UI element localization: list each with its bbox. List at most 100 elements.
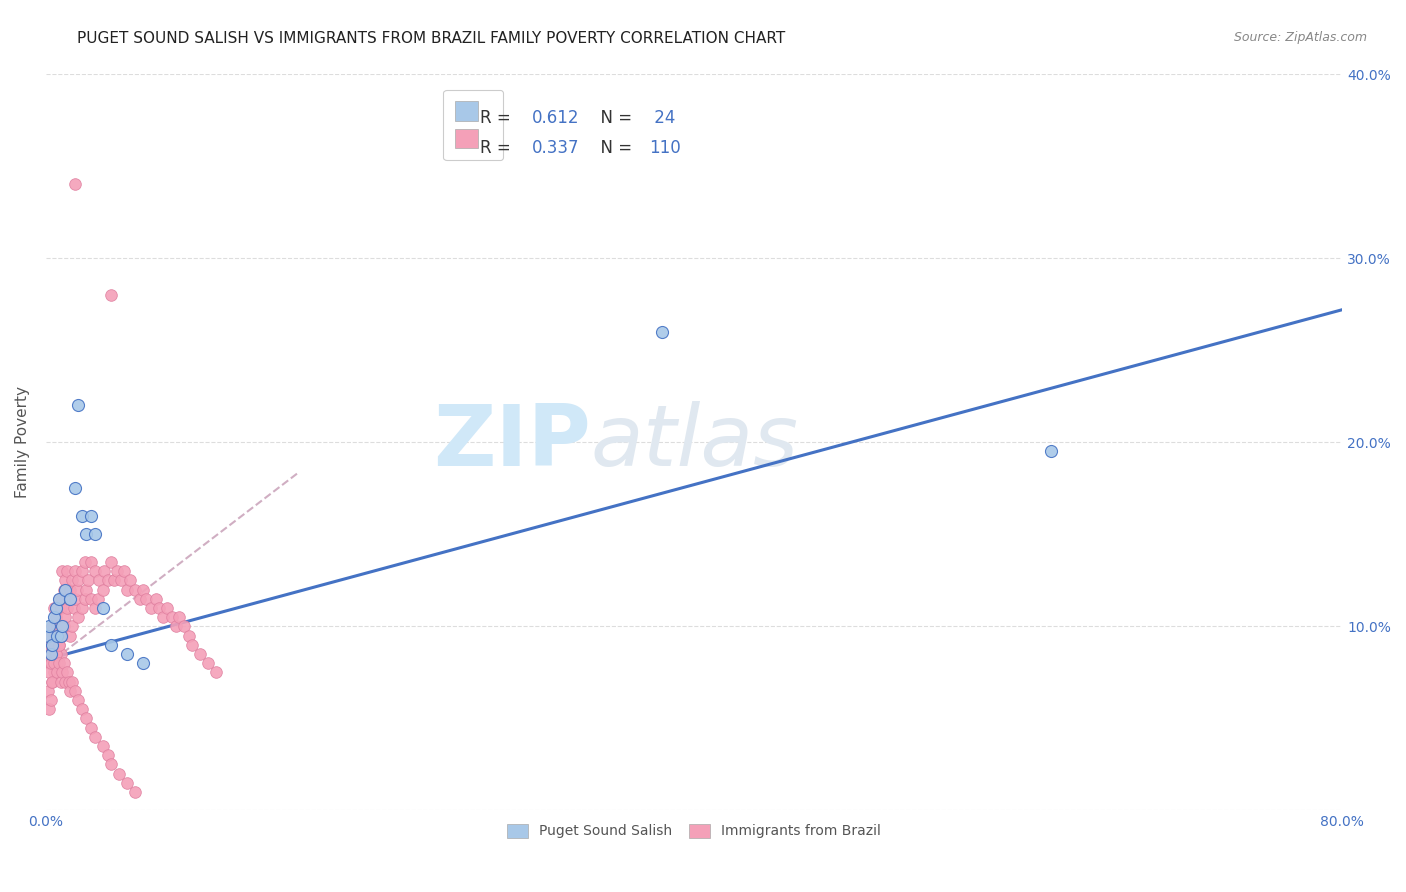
Point bbox=[56, 601, 79, 615]
Point bbox=[51, 564, 73, 578]
Point bbox=[105, 564, 128, 578]
Point bbox=[91, 601, 114, 615]
Text: atlas: atlas bbox=[591, 401, 799, 483]
Point bbox=[177, 629, 200, 643]
Point bbox=[63, 564, 86, 578]
Point bbox=[41, 638, 63, 652]
Point bbox=[38, 619, 60, 633]
Point bbox=[55, 574, 77, 588]
Point bbox=[52, 656, 75, 670]
Point bbox=[162, 610, 184, 624]
Text: 110: 110 bbox=[648, 138, 681, 157]
Point bbox=[56, 665, 79, 680]
Point bbox=[100, 288, 122, 302]
Point bbox=[66, 582, 89, 597]
Point bbox=[89, 574, 111, 588]
Point bbox=[37, 629, 59, 643]
Point bbox=[39, 693, 62, 707]
Point bbox=[52, 619, 75, 633]
Point bbox=[115, 647, 138, 661]
Legend: Puget Sound Salish, Immigrants from Brazil: Puget Sound Salish, Immigrants from Braz… bbox=[502, 818, 886, 844]
Point bbox=[37, 647, 59, 661]
Point bbox=[41, 674, 63, 689]
Point bbox=[42, 665, 65, 680]
Point bbox=[39, 656, 62, 670]
Point bbox=[48, 638, 70, 652]
Point bbox=[60, 619, 83, 633]
Text: N =: N = bbox=[591, 109, 638, 128]
Point bbox=[173, 619, 195, 633]
Point bbox=[152, 610, 174, 624]
Point bbox=[1039, 444, 1062, 458]
Point bbox=[73, 555, 96, 569]
Point bbox=[51, 619, 73, 633]
Point bbox=[115, 776, 138, 790]
Point bbox=[103, 574, 125, 588]
Point bbox=[59, 629, 82, 643]
Point bbox=[67, 693, 90, 707]
Point bbox=[165, 619, 187, 633]
Point bbox=[91, 582, 114, 597]
Point bbox=[38, 702, 60, 716]
Point bbox=[48, 591, 70, 606]
Text: R =: R = bbox=[481, 109, 516, 128]
Point bbox=[63, 178, 86, 192]
Text: 0.612: 0.612 bbox=[531, 109, 579, 128]
Point bbox=[100, 638, 122, 652]
Point bbox=[42, 610, 65, 624]
Point bbox=[39, 638, 62, 652]
Point bbox=[63, 481, 86, 495]
Point bbox=[63, 683, 86, 698]
Point bbox=[80, 508, 103, 523]
Point bbox=[80, 555, 103, 569]
Point bbox=[42, 601, 65, 615]
Point bbox=[48, 591, 70, 606]
Point bbox=[112, 564, 135, 578]
Point bbox=[37, 683, 59, 698]
Point bbox=[51, 591, 73, 606]
Text: PUGET SOUND SALISH VS IMMIGRANTS FROM BRAZIL FAMILY POVERTY CORRELATION CHART: PUGET SOUND SALISH VS IMMIGRANTS FROM BR… bbox=[77, 31, 786, 46]
Point bbox=[55, 674, 77, 689]
Point bbox=[100, 757, 122, 772]
Text: 24: 24 bbox=[648, 109, 675, 128]
Point bbox=[110, 574, 132, 588]
Text: R =: R = bbox=[481, 138, 516, 157]
Point bbox=[115, 582, 138, 597]
Point bbox=[46, 656, 69, 670]
Point bbox=[80, 591, 103, 606]
Point bbox=[59, 582, 82, 597]
Point bbox=[62, 601, 84, 615]
Point bbox=[39, 647, 62, 661]
Point bbox=[42, 638, 65, 652]
Point bbox=[45, 647, 67, 661]
Point bbox=[49, 629, 72, 643]
Point bbox=[124, 582, 146, 597]
Point bbox=[46, 665, 69, 680]
Point bbox=[38, 665, 60, 680]
Point bbox=[100, 555, 122, 569]
Point bbox=[41, 619, 63, 633]
Point bbox=[52, 582, 75, 597]
Point bbox=[59, 683, 82, 698]
Point bbox=[205, 665, 228, 680]
Text: Source: ZipAtlas.com: Source: ZipAtlas.com bbox=[1233, 31, 1367, 45]
Point bbox=[48, 638, 70, 652]
Y-axis label: Family Poverty: Family Poverty bbox=[15, 386, 30, 499]
Point bbox=[148, 601, 170, 615]
Point bbox=[76, 711, 98, 725]
Point bbox=[73, 591, 96, 606]
Point bbox=[55, 610, 77, 624]
Point bbox=[167, 610, 190, 624]
Point bbox=[70, 564, 93, 578]
Point bbox=[67, 399, 90, 413]
Point bbox=[67, 610, 90, 624]
Point bbox=[132, 582, 155, 597]
Point bbox=[145, 591, 167, 606]
Point bbox=[141, 601, 163, 615]
Point bbox=[55, 582, 77, 597]
Point bbox=[197, 656, 219, 670]
Point bbox=[76, 582, 98, 597]
Point bbox=[120, 574, 142, 588]
Text: ZIP: ZIP bbox=[433, 401, 591, 483]
Point bbox=[156, 601, 179, 615]
